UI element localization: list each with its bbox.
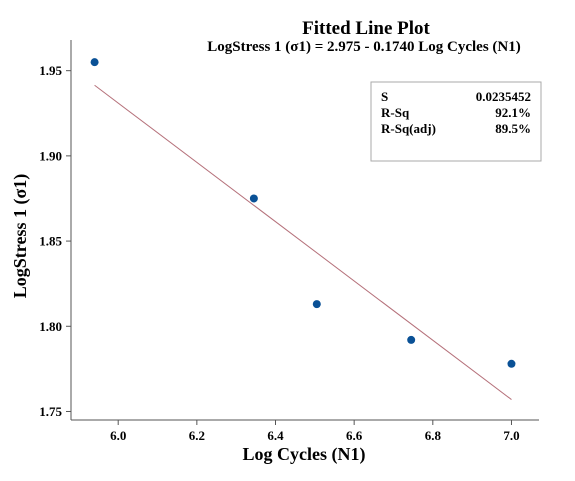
axes: 6.0 6.2 6.4 6.6 6.8 7.0 1.75 1.80 1.85 1.90 1.95 <box>39 40 539 443</box>
chart-subtitle: LogStress 1 (σ1) = 2.975 - 0.1740 Log Cy… <box>207 39 520 55</box>
stats-label: R-Sq <box>381 105 410 120</box>
y-tick-label: 1.85 <box>39 234 62 249</box>
x-tick-label: 6.2 <box>189 428 205 443</box>
fit-line <box>94 84 512 400</box>
stats-value: 89.5% <box>495 121 531 136</box>
y-tick-label: 1.80 <box>39 319 62 334</box>
stats-value: 92.1% <box>495 105 531 120</box>
x-tick-label: 7.0 <box>503 428 519 443</box>
stats-label: S <box>381 89 388 104</box>
x-axis-label: Log Cycles (N1) <box>243 444 366 465</box>
y-tick-label: 1.75 <box>39 404 62 419</box>
data-point <box>249 194 258 203</box>
data-point <box>507 359 516 368</box>
data-point <box>407 335 416 344</box>
fit-line-group <box>94 84 512 400</box>
x-tick-label: 6.8 <box>425 428 442 443</box>
y-tick-label: 1.95 <box>39 63 62 78</box>
stats-box: S 0.0235452 R-Sq 92.1% R-Sq(adj) 89.5% <box>370 81 542 162</box>
data-point <box>90 58 99 67</box>
stats-value: 0.0235452 <box>476 89 531 104</box>
stats-box-border <box>370 81 542 162</box>
y-axis-label: LogStress 1 (σ1) <box>10 174 31 298</box>
data-points <box>90 58 516 368</box>
chart-title: Fitted Line Plot <box>302 18 430 39</box>
stats-label: R-Sq(adj) <box>381 121 436 136</box>
data-point <box>312 300 321 309</box>
x-tick-label: 6.6 <box>346 428 363 443</box>
y-tick-label: 1.90 <box>39 148 62 163</box>
x-tick-label: 6.4 <box>267 428 284 443</box>
x-tick-label: 6.0 <box>110 428 126 443</box>
